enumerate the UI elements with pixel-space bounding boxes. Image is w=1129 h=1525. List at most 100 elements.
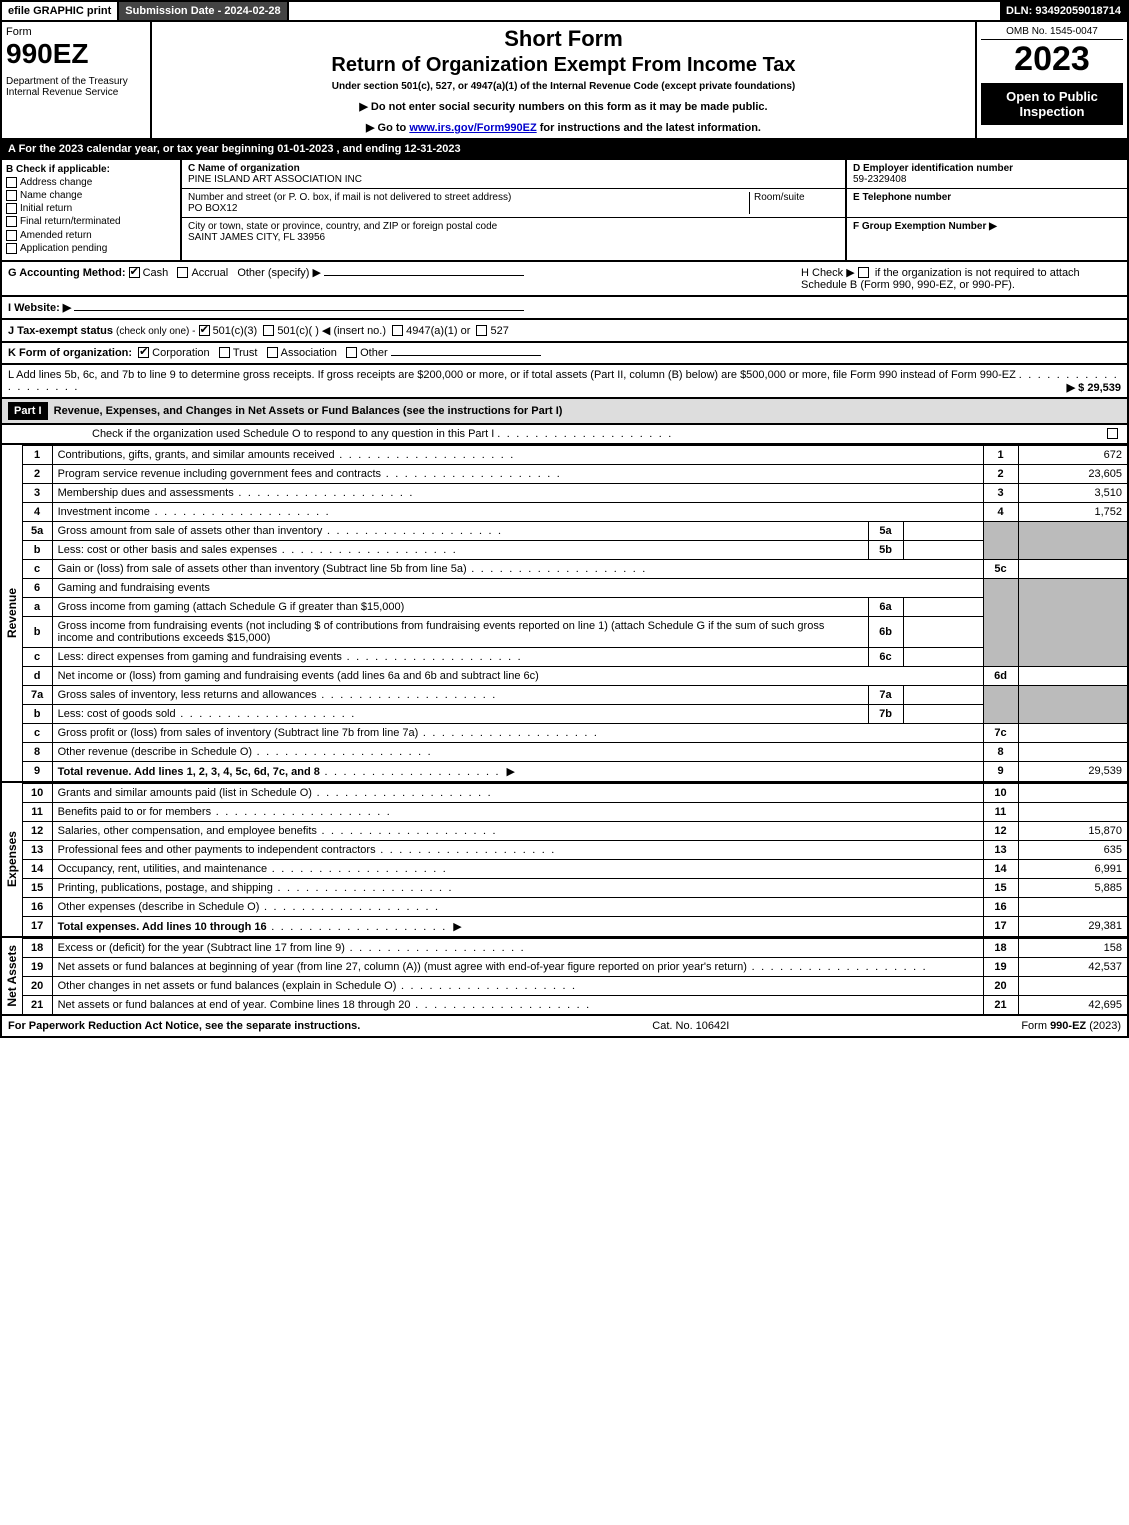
c-name-label: C Name of organization (188, 163, 300, 174)
expenses-vlabel: Expenses (0, 783, 22, 938)
block-bcdef: B Check if applicable: Address change Na… (0, 160, 1129, 262)
part1-check-text: Check if the organization used Schedule … (92, 428, 494, 440)
line-6d: dNet income or (loss) from gaming and fu… (22, 666, 1128, 685)
chk-amended-return[interactable]: Amended return (6, 230, 176, 241)
chk-final-return[interactable]: Final return/terminated (6, 216, 176, 227)
line-1: 1Contributions, gifts, grants, and simil… (22, 445, 1128, 464)
line-2: 2Program service revenue including gover… (22, 464, 1128, 483)
part1-title: Revenue, Expenses, and Changes in Net As… (54, 405, 563, 417)
line-k: K Form of organization: Corporation Trus… (0, 343, 1129, 365)
note-link: ▶ Go to www.irs.gov/Form990EZ for instru… (160, 121, 967, 134)
netassets-vlabel: Net Assets (0, 938, 22, 1016)
chk-name-change[interactable]: Name change (6, 190, 176, 201)
line-12: 12Salaries, other compensation, and empl… (22, 821, 1128, 840)
line-6c: cLess: direct expenses from gaming and f… (22, 647, 1128, 666)
street-value: PO BOX12 (188, 203, 237, 214)
city-cell: City or town, state or province, country… (182, 218, 845, 246)
chk-501c3[interactable] (199, 325, 210, 336)
chk-application-pending[interactable]: Application pending (6, 243, 176, 254)
chk-4947[interactable] (392, 325, 403, 336)
room-label: Room/suite (754, 192, 805, 203)
other-method-input[interactable] (324, 275, 524, 276)
note2-post: for instructions and the latest informat… (537, 122, 761, 134)
line-10: 10Grants and similar amounts paid (list … (22, 783, 1128, 802)
chk-trust[interactable] (219, 347, 230, 358)
header-left: Form 990EZ Department of the Treasury In… (2, 22, 152, 138)
line-7a: 7aGross sales of inventory, less returns… (22, 685, 1128, 704)
chk-address-change[interactable]: Address change (6, 177, 176, 188)
line-13: 13Professional fees and other payments t… (22, 840, 1128, 859)
note-privacy: ▶ Do not enter social security numbers o… (160, 100, 967, 113)
note2-pre: ▶ Go to (366, 122, 409, 134)
chk-schedule-o[interactable] (1107, 428, 1118, 439)
footer-left: For Paperwork Reduction Act Notice, see … (8, 1020, 360, 1032)
part1-check-line: Check if the organization used Schedule … (0, 425, 1129, 445)
line-11: 11Benefits paid to or for members11 (22, 802, 1128, 821)
l-text: L Add lines 5b, 6c, and 7b to line 9 to … (8, 369, 1016, 381)
city-value: SAINT JAMES CITY, FL 33956 (188, 232, 325, 243)
line-20: 20Other changes in net assets or fund ba… (22, 976, 1128, 995)
chk-accrual[interactable] (177, 267, 188, 278)
chk-association[interactable] (267, 347, 278, 358)
block-d: D Employer identification number 59-2329… (847, 160, 1127, 189)
line-j: J Tax-exempt status (check only one) - 5… (0, 320, 1129, 343)
l-value: ▶ $ 29,539 (1067, 381, 1121, 394)
omb-number: OMB No. 1545-0047 (981, 26, 1123, 40)
chk-initial-return[interactable]: Initial return (6, 203, 176, 214)
block-b-heading: B Check if applicable: (6, 164, 176, 175)
netassets-section: Net Assets 18Excess or (deficit) for the… (0, 938, 1129, 1016)
tax-year: 2023 (981, 40, 1123, 79)
d-label: D Employer identification number (853, 163, 1013, 174)
line-21: 21Net assets or fund balances at end of … (22, 995, 1128, 1015)
form-number: 990EZ (6, 38, 146, 70)
line-17: 17Total expenses. Add lines 10 through 1… (22, 916, 1128, 937)
line-h: H Check ▶ if the organization is not req… (801, 266, 1121, 291)
line-18: 18Excess or (deficit) for the year (Subt… (22, 938, 1128, 957)
chk-other-org[interactable] (346, 347, 357, 358)
g-label: G Accounting Method: (8, 267, 126, 279)
revenue-table: 1Contributions, gifts, grants, and simil… (22, 445, 1129, 783)
line-15: 15Printing, publications, postage, and s… (22, 878, 1128, 897)
submission-date: Submission Date - 2024-02-28 (119, 2, 288, 20)
line-7c: cGross profit or (loss) from sales of in… (22, 723, 1128, 742)
page-footer: For Paperwork Reduction Act Notice, see … (0, 1016, 1129, 1038)
form-header: Form 990EZ Department of the Treasury In… (0, 22, 1129, 140)
street-label: Number and street (or P. O. box, if mail… (188, 192, 511, 203)
chk-501c[interactable] (263, 325, 274, 336)
line-4: 4Investment income41,752 (22, 502, 1128, 521)
block-e: E Telephone number (847, 189, 1127, 218)
org-name-cell: C Name of organization PINE ISLAND ART A… (182, 160, 845, 189)
street-cell: Number and street (or P. O. box, if mail… (182, 189, 845, 218)
chk-schedule-b[interactable] (858, 267, 869, 278)
j-label: J Tax-exempt status (8, 325, 113, 337)
line-5b: bLess: cost or other basis and sales exp… (22, 540, 1128, 559)
j-hint: (check only one) - (116, 326, 195, 337)
line-3: 3Membership dues and assessments33,510 (22, 483, 1128, 502)
line-16: 16Other expenses (describe in Schedule O… (22, 897, 1128, 916)
header-right: OMB No. 1545-0047 2023 Open to Public In… (977, 22, 1127, 138)
block-b: B Check if applicable: Address change Na… (2, 160, 182, 260)
chk-cash[interactable] (129, 267, 140, 278)
line-6a: aGross income from gaming (attach Schedu… (22, 597, 1128, 616)
other-org-input[interactable] (391, 355, 541, 356)
org-name: PINE ISLAND ART ASSOCIATION INC (188, 174, 362, 185)
revenue-section: Revenue 1Contributions, gifts, grants, a… (0, 445, 1129, 783)
city-label: City or town, state or province, country… (188, 221, 497, 232)
line-g-h: G Accounting Method: Cash Accrual Other … (0, 262, 1129, 297)
chk-527[interactable] (476, 325, 487, 336)
line-l: L Add lines 5b, 6c, and 7b to line 9 to … (0, 365, 1129, 399)
block-c: C Name of organization PINE ISLAND ART A… (182, 160, 847, 260)
chk-corporation[interactable] (138, 347, 149, 358)
subtitle: Under section 501(c), 527, or 4947(a)(1)… (160, 81, 967, 92)
line-6b: bGross income from fundraising events (n… (22, 616, 1128, 647)
netassets-table: 18Excess or (deficit) for the year (Subt… (22, 938, 1129, 1016)
irs-link[interactable]: www.irs.gov/Form990EZ (409, 122, 536, 134)
block-def: D Employer identification number 59-2329… (847, 160, 1127, 260)
expenses-section: Expenses 10Grants and similar amounts pa… (0, 783, 1129, 938)
line-i: I Website: ▶ (0, 297, 1129, 320)
website-input[interactable] (74, 310, 524, 311)
footer-right: Form 990-EZ (2023) (1021, 1020, 1121, 1032)
line-5a: 5aGross amount from sale of assets other… (22, 521, 1128, 540)
header-mid: Short Form Return of Organization Exempt… (152, 22, 977, 138)
part1-header: Part I Revenue, Expenses, and Changes in… (0, 399, 1129, 425)
